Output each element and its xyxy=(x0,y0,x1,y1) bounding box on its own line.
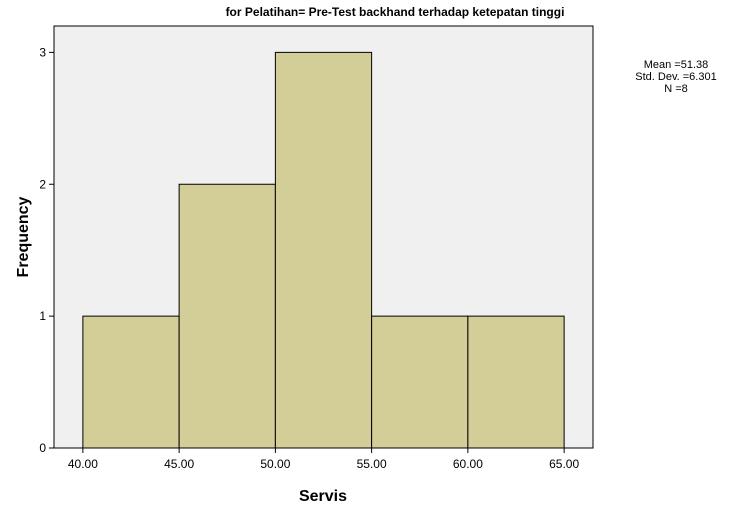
y-tick-label: 2 xyxy=(39,177,46,191)
bars-group xyxy=(82,51,565,449)
x-tick-label: 50.00 xyxy=(260,457,290,471)
x-tick-label: 45.00 xyxy=(164,457,194,471)
x-tick-label: 55.00 xyxy=(357,457,387,471)
histogram-bar-4 xyxy=(371,315,469,449)
y-tick-label: 0 xyxy=(39,441,46,455)
x-axis-label: Servis xyxy=(299,488,347,505)
stats-n: N =8 xyxy=(664,83,688,95)
y-tick-label: 3 xyxy=(39,45,46,59)
stats-std-dev: Std. Dev. =6.301 xyxy=(635,71,716,83)
stats-box: Mean =51.38 Std. Dev. =6.301 N =8 xyxy=(635,59,716,95)
y-axis-ticks: 0 1 2 3 xyxy=(39,45,54,455)
histogram-bar-2 xyxy=(178,183,276,449)
x-tick-label: 65.00 xyxy=(549,457,579,471)
x-tick-label: 60.00 xyxy=(453,457,483,471)
histogram-bar-3 xyxy=(274,51,373,449)
chart-title: for Pelatihan= Pre-Test backhand terhada… xyxy=(226,5,565,19)
y-axis-label: Frequency xyxy=(15,196,32,277)
x-axis-ticks: 40.00 45.00 50.00 55.00 60.00 65.00 xyxy=(68,448,579,471)
stats-mean: Mean =51.38 xyxy=(644,59,709,71)
histogram-bar-5 xyxy=(467,315,565,449)
histogram-bar-1 xyxy=(82,315,180,449)
y-tick-label: 1 xyxy=(39,309,46,323)
x-tick-label: 40.00 xyxy=(68,457,98,471)
